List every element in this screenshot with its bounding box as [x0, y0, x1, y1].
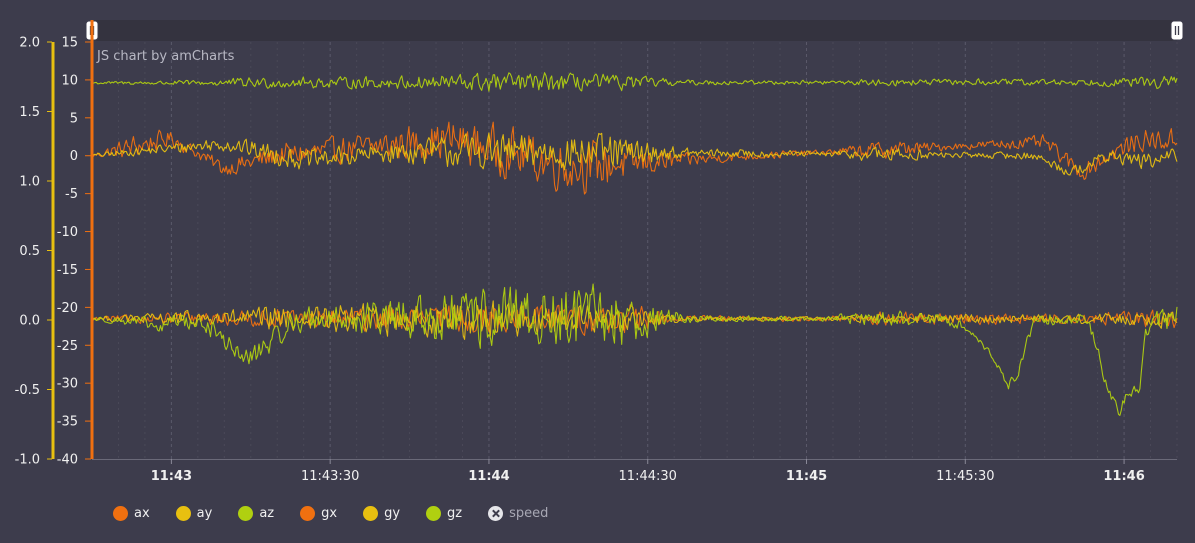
legend-item-gy[interactable]: gy	[363, 505, 401, 521]
sensor-axis-label: 0	[70, 149, 78, 164]
legend-marker-icon	[363, 505, 379, 521]
series-line-az[interactable]	[91, 72, 1178, 92]
scrollbar-track[interactable]	[92, 20, 1177, 41]
legend-label: gz	[447, 505, 463, 521]
sensor-axis-label: -30	[57, 377, 78, 392]
legend: ax ay az gx gy gz speed	[113, 503, 574, 523]
legend-item-ax[interactable]: ax	[113, 505, 150, 521]
sensor-axis-label: -15	[57, 263, 78, 278]
series-line-gz[interactable]	[91, 283, 1178, 416]
sensor-axis-label: 5	[70, 111, 78, 126]
grid-layer	[91, 42, 1178, 459]
chart-svg: 11:43 11:43:30 11:44 11:44:30 11:45 11:45:30 1…	[15, 20, 1184, 484]
chart-credit[interactable]: JS chart by amCharts	[96, 49, 235, 64]
legend-item-az[interactable]: az	[238, 505, 275, 521]
legend-label: ax	[134, 505, 150, 521]
x-tick-label: 11:43:30	[301, 469, 359, 484]
legend-label: az	[259, 505, 275, 521]
x-tick-label: 11:43	[151, 469, 192, 484]
sensor-axis-label: -40	[57, 453, 78, 468]
speed-axis-label: -1.0	[15, 453, 40, 468]
speed-axis-label: 1.0	[19, 175, 40, 190]
legend-label: gy	[384, 505, 401, 521]
scrollbar[interactable]	[85, 20, 1184, 41]
legend-marker-icon	[300, 505, 316, 521]
scrollbar-grip-end[interactable]	[1170, 20, 1184, 41]
legend-item-ay[interactable]: ay	[175, 505, 213, 521]
sensor-axis-label: -25	[57, 339, 78, 354]
series-line-ax[interactable]	[91, 121, 1178, 195]
legend-label: ay	[196, 505, 213, 521]
speed-axis-label: 1.5	[19, 105, 40, 120]
speed-axis-label: 0.5	[19, 244, 40, 259]
legend-label: gx	[321, 505, 338, 521]
legend-marker-icon	[175, 505, 191, 521]
series-layer	[91, 72, 1178, 416]
legend-marker-icon	[426, 505, 442, 521]
series-line-ay[interactable]	[91, 132, 1178, 176]
legend-item-speed[interactable]: speed	[488, 505, 549, 521]
speed-axis-label: 2.0	[19, 36, 40, 51]
x-tick-label: 11:45:30	[936, 469, 994, 484]
sensor-axis-label: 15	[61, 36, 78, 51]
axis-layer: 11:43 11:43:30 11:44 11:44:30 11:45 11:45:30 1…	[15, 20, 1177, 484]
x-tick-label: 11:45	[786, 469, 827, 484]
legend-toggle-off-icon	[488, 505, 504, 521]
x-tick-label: 11:46	[1103, 469, 1144, 484]
sensor-axis-label: -35	[57, 415, 78, 430]
legend-item-gx[interactable]: gx	[300, 505, 338, 521]
x-tick-label: 11:44	[468, 469, 509, 484]
legend-label: speed	[509, 505, 549, 521]
legend-marker-icon	[238, 505, 254, 521]
legend-item-gz[interactable]: gz	[426, 505, 463, 521]
speed-axis-label: 0.0	[19, 314, 40, 329]
sensor-axis-label: -5	[65, 187, 78, 202]
legend-marker-icon	[113, 505, 128, 521]
speed-axis-label: -0.5	[15, 383, 40, 398]
sensor-axis-label: -10	[57, 225, 78, 240]
sensor-axis-label: 10	[61, 73, 78, 88]
x-tick-label: 11:44:30	[619, 469, 677, 484]
sensor-axis-label: -20	[57, 301, 78, 316]
